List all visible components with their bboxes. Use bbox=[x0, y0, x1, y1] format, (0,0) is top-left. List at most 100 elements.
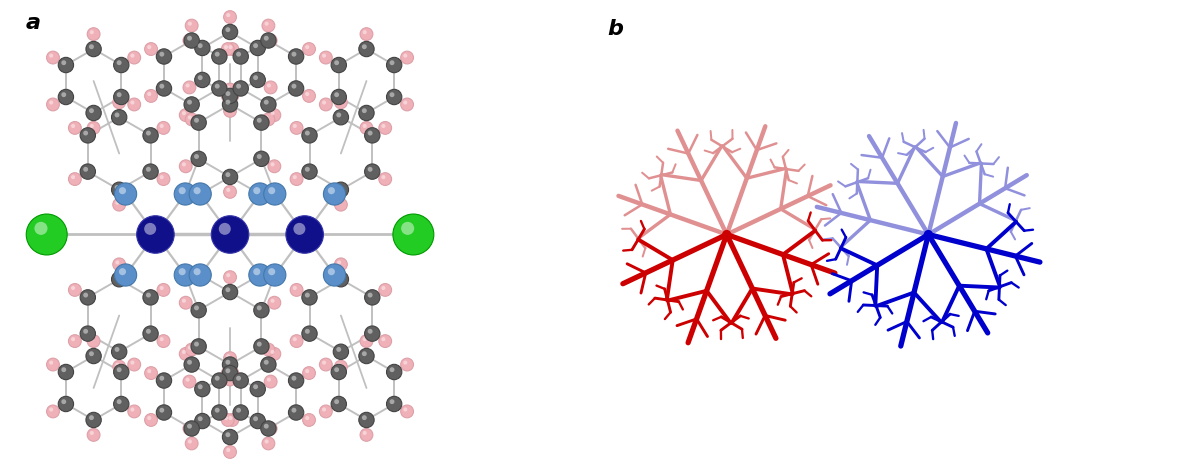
Circle shape bbox=[293, 175, 296, 179]
Circle shape bbox=[179, 348, 192, 360]
Circle shape bbox=[157, 173, 170, 185]
Circle shape bbox=[333, 182, 349, 197]
Circle shape bbox=[116, 363, 120, 367]
Circle shape bbox=[364, 164, 380, 179]
Circle shape bbox=[222, 88, 238, 104]
Circle shape bbox=[130, 53, 135, 58]
Circle shape bbox=[333, 344, 349, 359]
Circle shape bbox=[390, 92, 394, 97]
Circle shape bbox=[157, 405, 172, 420]
Circle shape bbox=[61, 60, 66, 65]
Circle shape bbox=[226, 43, 239, 55]
Circle shape bbox=[226, 85, 231, 90]
Circle shape bbox=[194, 341, 198, 347]
Circle shape bbox=[381, 124, 386, 128]
Circle shape bbox=[117, 367, 122, 372]
Circle shape bbox=[402, 222, 415, 235]
Circle shape bbox=[268, 296, 281, 309]
Circle shape bbox=[223, 373, 237, 386]
Circle shape bbox=[358, 106, 374, 121]
Circle shape bbox=[294, 223, 306, 235]
Circle shape bbox=[68, 173, 81, 185]
Circle shape bbox=[215, 408, 220, 413]
Circle shape bbox=[68, 121, 81, 134]
Circle shape bbox=[390, 60, 394, 65]
Circle shape bbox=[117, 60, 122, 65]
Circle shape bbox=[143, 128, 158, 143]
Circle shape bbox=[111, 110, 127, 125]
Circle shape bbox=[159, 376, 164, 381]
Circle shape bbox=[253, 416, 258, 421]
Circle shape bbox=[319, 98, 332, 111]
Circle shape bbox=[335, 258, 348, 271]
Circle shape bbox=[178, 268, 185, 275]
Circle shape bbox=[253, 187, 261, 194]
Circle shape bbox=[335, 360, 348, 373]
Circle shape bbox=[112, 198, 125, 211]
Circle shape bbox=[261, 33, 276, 48]
Circle shape bbox=[157, 284, 170, 296]
Circle shape bbox=[188, 360, 192, 365]
Circle shape bbox=[379, 121, 392, 134]
Circle shape bbox=[115, 264, 136, 286]
Circle shape bbox=[226, 414, 239, 426]
Circle shape bbox=[379, 335, 392, 348]
Circle shape bbox=[47, 358, 60, 371]
Circle shape bbox=[184, 357, 200, 372]
Circle shape bbox=[90, 431, 94, 435]
Circle shape bbox=[194, 118, 198, 123]
Circle shape bbox=[226, 287, 231, 292]
Circle shape bbox=[364, 290, 380, 305]
Circle shape bbox=[145, 367, 158, 379]
Circle shape bbox=[368, 167, 373, 172]
Circle shape bbox=[228, 45, 233, 49]
Circle shape bbox=[226, 376, 231, 379]
Circle shape bbox=[362, 431, 367, 435]
Circle shape bbox=[71, 286, 75, 290]
Circle shape bbox=[237, 376, 241, 381]
Circle shape bbox=[336, 185, 342, 190]
Circle shape bbox=[381, 175, 386, 179]
Circle shape bbox=[226, 107, 231, 111]
Circle shape bbox=[191, 151, 207, 166]
Circle shape bbox=[319, 358, 332, 371]
Circle shape bbox=[159, 408, 164, 413]
Circle shape bbox=[87, 335, 100, 348]
Circle shape bbox=[111, 344, 127, 359]
Circle shape bbox=[336, 274, 342, 280]
Circle shape bbox=[264, 422, 277, 435]
Circle shape bbox=[184, 33, 200, 48]
Circle shape bbox=[386, 364, 402, 380]
Circle shape bbox=[215, 52, 220, 57]
Circle shape bbox=[249, 264, 271, 286]
Circle shape bbox=[183, 422, 196, 435]
Circle shape bbox=[146, 329, 151, 334]
Circle shape bbox=[302, 43, 315, 55]
Circle shape bbox=[174, 264, 196, 286]
Circle shape bbox=[86, 41, 102, 57]
Circle shape bbox=[337, 201, 341, 205]
Circle shape bbox=[61, 399, 66, 404]
Circle shape bbox=[197, 416, 203, 421]
Circle shape bbox=[358, 412, 374, 428]
Circle shape bbox=[368, 293, 373, 297]
Circle shape bbox=[362, 415, 367, 420]
Circle shape bbox=[88, 415, 94, 420]
Circle shape bbox=[261, 421, 276, 436]
Circle shape bbox=[386, 396, 402, 412]
Circle shape bbox=[226, 90, 239, 102]
Circle shape bbox=[90, 337, 94, 341]
Circle shape bbox=[194, 154, 198, 159]
Circle shape bbox=[223, 83, 237, 96]
Circle shape bbox=[159, 83, 164, 89]
Circle shape bbox=[145, 414, 158, 426]
Text: a: a bbox=[25, 13, 41, 33]
Circle shape bbox=[327, 187, 335, 194]
Circle shape bbox=[160, 286, 164, 290]
Circle shape bbox=[228, 416, 233, 420]
Circle shape bbox=[293, 124, 296, 128]
Circle shape bbox=[59, 89, 74, 105]
Circle shape bbox=[145, 43, 158, 55]
Circle shape bbox=[237, 408, 241, 413]
Circle shape bbox=[305, 45, 310, 49]
